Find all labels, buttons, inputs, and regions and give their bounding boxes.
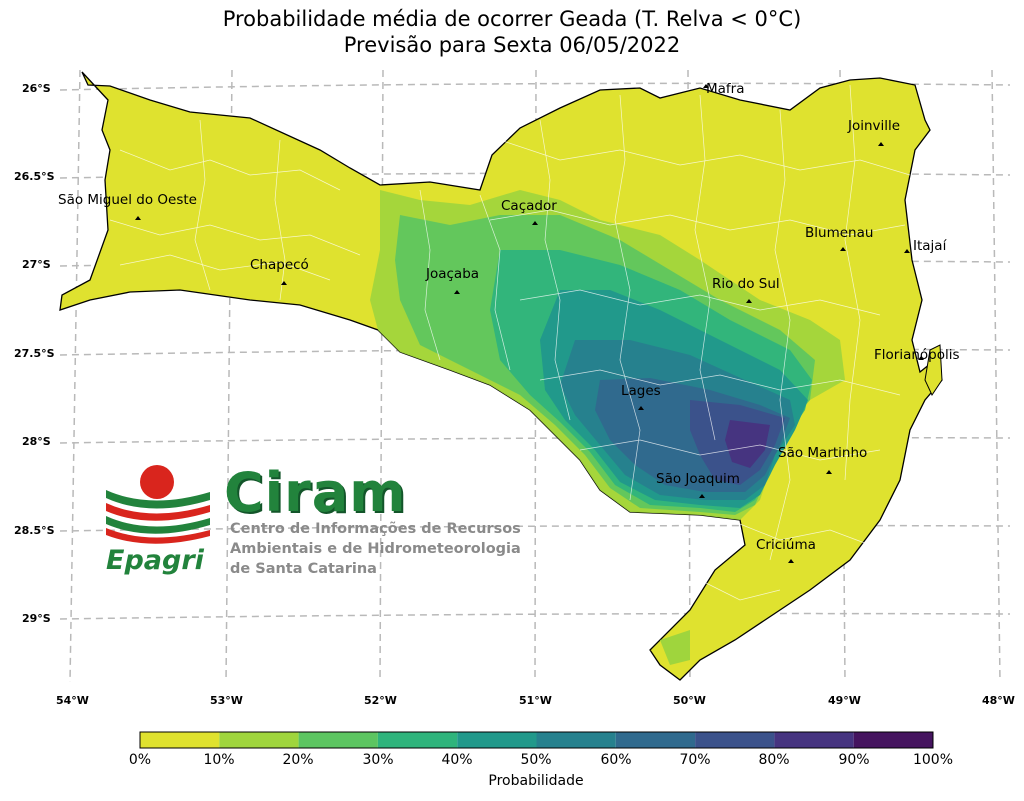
colorbar-tick: 70% (679, 752, 711, 768)
city-label: Criciúma (756, 537, 816, 553)
colorbar-tick: 90% (838, 752, 870, 768)
lat-label: 28.5°S (14, 524, 55, 537)
lon-label: 48°W (982, 694, 1015, 707)
municipal-borders (109, 84, 911, 601)
lat-label: 27.5°S (14, 347, 55, 360)
lon-label: 52°W (364, 694, 397, 707)
lon-label: 53°W (210, 694, 243, 707)
ciram-subtitle-line3: de Santa Catarina (230, 561, 377, 577)
city-label: Rio do Sul (712, 276, 780, 292)
colorbar-tick: 0% (128, 752, 152, 768)
lon-label: 50°W (673, 694, 706, 707)
city-label: Florianópolis (874, 347, 960, 363)
lat-label: 29°S (22, 612, 51, 625)
probability-field (370, 190, 845, 665)
city-markers (135, 84, 924, 563)
colorbar (139, 731, 934, 749)
ciram-subtitle-line2: Ambientais e de Hidrometeorologia (230, 541, 521, 557)
city-label: São Miguel do Oeste (58, 192, 197, 208)
colorbar-label: Probabilidade (488, 773, 584, 789)
lat-label: 27°S (22, 258, 51, 271)
colorbar-tick: 80% (758, 752, 790, 768)
city-label: Blumenau (805, 225, 874, 241)
lat-label: 28°S (22, 435, 51, 448)
city-label: Lages (621, 383, 661, 399)
city-label: Joaçaba (426, 266, 480, 282)
lat-label: 26°S (22, 82, 51, 95)
lat-label: 26.5°S (14, 170, 55, 183)
colorbar-tick: 50% (520, 752, 552, 768)
colorbar-tick: 100% (912, 752, 954, 768)
city-label: Mafra (706, 81, 745, 97)
island (924, 344, 943, 397)
colorbar-tick: 40% (441, 752, 473, 768)
colorbar-tick: 20% (282, 752, 314, 768)
city-label: São Martinho (778, 445, 868, 461)
city-label: Joinville (848, 118, 901, 134)
epagri-logo-text: Epagri (106, 545, 204, 576)
ciram-subtitle-line1: Centro de Informações de Recursos (230, 521, 521, 537)
map-title-line1: Probabilidade média de ocorrer Geada (T.… (222, 7, 802, 31)
ciram-logo-text: Ciram (224, 461, 407, 524)
lon-label: 51°W (519, 694, 552, 707)
city-label: Itajaí (913, 238, 947, 254)
map-title-line2: Previsão para Sexta 06/05/2022 (343, 33, 681, 57)
colorbar-tick: 60% (600, 752, 632, 768)
colorbar-tick: 30% (362, 752, 394, 768)
city-label: Chapecó (250, 257, 309, 273)
lon-label: 49°W (828, 694, 861, 707)
epagri-logo-graphic (106, 465, 210, 544)
colorbar-tick: 10% (203, 752, 235, 768)
lon-label: 54°W (56, 694, 89, 707)
city-label: São Joaquim (656, 471, 740, 487)
city-label: Caçador (501, 198, 557, 214)
